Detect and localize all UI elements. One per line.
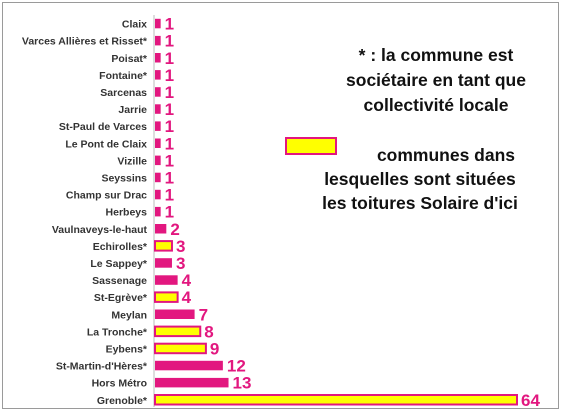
bar bbox=[155, 35, 161, 46]
data-label: 3 bbox=[176, 254, 185, 273]
bar bbox=[155, 224, 167, 234]
bars-group: Claix 1 Varces Allières et Risset* 1 Poisat*… bbox=[22, 15, 541, 408]
data-label: 4 bbox=[182, 271, 192, 290]
category-label: Herbeys bbox=[106, 207, 148, 219]
category-label: Varces Allières et Risset* bbox=[22, 36, 148, 48]
category-label: Sarcenas bbox=[100, 87, 147, 99]
data-label: 64 bbox=[521, 391, 540, 408]
legend-label-line: lesquelles sont situées bbox=[324, 169, 516, 189]
data-label: 1 bbox=[165, 100, 174, 119]
bar bbox=[155, 104, 161, 114]
data-label: 1 bbox=[165, 49, 174, 68]
category-label: Grenoble* bbox=[97, 395, 148, 407]
data-label: 1 bbox=[165, 66, 174, 85]
bar bbox=[155, 206, 161, 217]
category-label: Meylan bbox=[111, 309, 147, 321]
data-label: 9 bbox=[210, 339, 219, 358]
bar bbox=[154, 240, 173, 252]
category-label: Poisat* bbox=[111, 53, 148, 65]
category-label: St-Paul de Varces bbox=[59, 121, 147, 133]
data-label: 2 bbox=[170, 220, 179, 239]
data-label: 1 bbox=[165, 186, 174, 205]
data-label: 3 bbox=[176, 237, 185, 256]
chart-frame: Claix 1 Varces Allières et Risset* 1 Poisat*… bbox=[2, 2, 559, 409]
annotation-line: * : la commune est bbox=[358, 45, 514, 65]
category-label: Vaulnaveys-le-haut bbox=[52, 224, 148, 236]
category-label: Le Sappey* bbox=[90, 258, 148, 270]
data-label: 13 bbox=[233, 374, 252, 393]
category-label: Fontaine* bbox=[99, 70, 148, 82]
category-label: Champ sur Drac bbox=[66, 190, 147, 202]
data-label: 12 bbox=[227, 357, 246, 376]
data-label: 1 bbox=[165, 83, 174, 102]
data-label: 1 bbox=[165, 203, 174, 222]
annotation-line: sociétaire en tant que bbox=[346, 70, 526, 90]
bar-chart: Claix 1 Varces Allières et Risset* 1 Poisat*… bbox=[22, 15, 541, 408]
bar bbox=[155, 275, 178, 285]
category-label: Le Pont de Claix bbox=[65, 138, 147, 150]
data-label: 1 bbox=[165, 151, 174, 170]
legend-label-line: communes dans bbox=[376, 145, 516, 165]
bar bbox=[155, 53, 161, 63]
data-label: 1 bbox=[165, 32, 174, 51]
category-label: Claix bbox=[122, 19, 147, 31]
data-label: 1 bbox=[165, 117, 174, 136]
category-label: Sassenage bbox=[92, 275, 147, 287]
category-label: Echirolles* bbox=[93, 241, 148, 253]
bar bbox=[154, 325, 202, 338]
bar bbox=[155, 172, 161, 183]
bar bbox=[155, 138, 161, 148]
bar bbox=[155, 87, 161, 97]
category-label: Jarrie bbox=[118, 104, 147, 116]
bar bbox=[154, 394, 518, 406]
annotation-note: * : la commune est sociétaire en tant qu… bbox=[321, 43, 551, 118]
annotation-line: collectivité locale bbox=[363, 95, 509, 115]
legend-swatch bbox=[285, 137, 337, 155]
data-label: 4 bbox=[182, 288, 192, 307]
bar bbox=[155, 189, 161, 200]
category-label: La Tronche* bbox=[87, 326, 148, 338]
category-label: Seyssins bbox=[101, 172, 147, 184]
bar bbox=[155, 121, 161, 131]
bar bbox=[155, 309, 195, 319]
data-label: 7 bbox=[199, 305, 208, 324]
bar bbox=[155, 377, 229, 388]
bar bbox=[155, 18, 161, 29]
category-label: Hors Métro bbox=[92, 378, 147, 390]
category-label: St-Martin-d'Hères* bbox=[56, 361, 148, 373]
bar bbox=[155, 258, 172, 268]
category-label: St-Egrève* bbox=[94, 292, 148, 304]
bar bbox=[154, 291, 179, 303]
legend-label-line: les toitures Solaire d'ici bbox=[322, 193, 518, 213]
bar bbox=[154, 342, 207, 355]
data-label: 8 bbox=[204, 322, 213, 341]
data-label: 1 bbox=[165, 168, 174, 187]
bar bbox=[155, 360, 223, 371]
legend-label: communes dans lesquelles sont situées le… bbox=[285, 143, 555, 215]
bar bbox=[155, 70, 161, 80]
category-label: Eybens* bbox=[106, 343, 148, 355]
category-label: Vizille bbox=[117, 155, 147, 167]
data-label: 1 bbox=[165, 15, 174, 34]
bar bbox=[155, 155, 161, 166]
data-label: 1 bbox=[165, 134, 174, 153]
